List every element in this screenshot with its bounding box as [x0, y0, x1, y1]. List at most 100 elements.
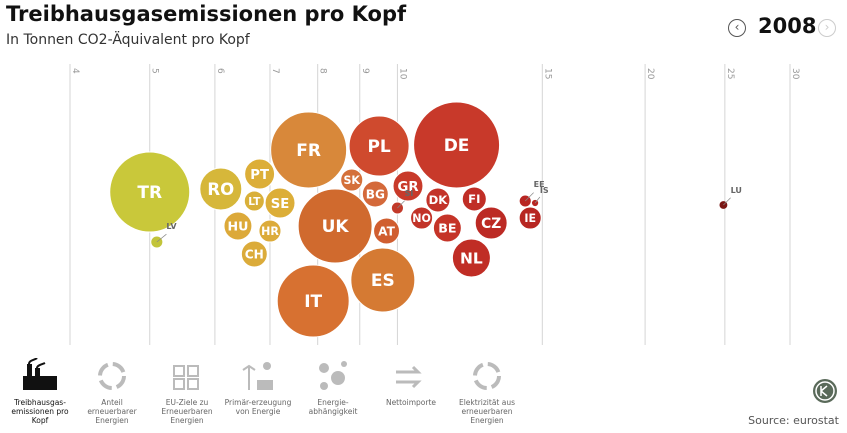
- tab-label: Nettoimporte: [385, 398, 437, 407]
- bubble: [413, 101, 501, 189]
- tab[interactable]: Energie-abhängigkeit: [297, 358, 369, 416]
- tab-label: Energie-abhängigkeit: [308, 398, 358, 416]
- bubble: [276, 264, 350, 338]
- bubble-label: CH: [245, 247, 264, 261]
- bubble-label: GR: [397, 180, 418, 195]
- tab[interactable]: Anteil erneuerbarer Energien: [76, 358, 148, 425]
- bubble-label: SK: [343, 174, 360, 187]
- bubble-label: LT: [248, 196, 261, 208]
- x-tick-label: 8: [318, 68, 328, 74]
- year: 2008: [758, 14, 817, 38]
- bubble-label: IT: [304, 292, 322, 312]
- bubble: [474, 206, 508, 240]
- bubble-label: AT: [378, 224, 395, 238]
- bubble: [410, 206, 434, 230]
- prev-year[interactable]: ‹: [728, 19, 746, 37]
- bubble: [432, 213, 462, 243]
- x-tick-label: 30: [790, 68, 800, 80]
- next-year[interactable]: ›: [818, 19, 836, 37]
- bubble: [243, 190, 265, 212]
- bubble-label: BG: [366, 187, 385, 201]
- bubble: [258, 219, 282, 243]
- bubble-label: ES: [371, 271, 395, 291]
- bubble-label: DK: [429, 193, 449, 207]
- bubble: [373, 217, 401, 245]
- bubble-label: FI: [468, 192, 480, 206]
- tab[interactable]: Treibhausgas-emissionen pro Kopf: [4, 358, 76, 425]
- leader-line: [156, 233, 167, 243]
- tab-icon: [319, 361, 347, 390]
- x-tick-label: 25: [725, 68, 735, 79]
- x-tick-label: 15: [542, 68, 552, 79]
- bubble: [361, 180, 389, 208]
- bubble-label: EE: [534, 180, 545, 189]
- bubble-label: IS: [540, 186, 549, 195]
- bubble: [199, 167, 243, 211]
- tab-label: Treibhausgas-emissionen pro Kopf: [11, 398, 69, 425]
- source: Source: eurostat: [748, 414, 839, 427]
- bubble-label: NL: [460, 250, 483, 268]
- bubble-label: BE: [438, 221, 456, 236]
- bubble-label: CZ: [481, 216, 501, 232]
- bubble-label: LU: [731, 186, 742, 195]
- chart-title: Treibhausgasemissionen pro Kopf: [6, 2, 407, 26]
- tab[interactable]: Elektrizität aus erneuerbaren Energien: [451, 358, 523, 425]
- bubble-label: SE: [271, 197, 290, 212]
- bubble: [223, 211, 253, 241]
- leader-line: [397, 200, 405, 209]
- tab-icon: [98, 362, 126, 390]
- bubble: [244, 158, 276, 190]
- bubble: [425, 187, 451, 213]
- tab[interactable]: Nettoimporte: [375, 358, 447, 407]
- bubble: [240, 240, 268, 268]
- bubble-label: PL: [367, 137, 390, 157]
- chart-subtitle: In Tonnen CO2-Äquivalent pro Kopf: [6, 32, 250, 48]
- tab[interactable]: Primär-erzeugung von Energie: [222, 358, 294, 416]
- bubble-label: LV: [166, 222, 177, 231]
- bubble-label: HU: [227, 219, 248, 234]
- bubble-label: SI: [405, 189, 414, 198]
- tab-label: Primär-erzeugung von Energie: [224, 398, 292, 416]
- tab-label: EU-Ziele zu Erneuerbaren Energien: [161, 398, 213, 425]
- chart: 4 5 6 7 8 9 10 15 20 25 30 TR LV RO PT LT SE HU HR CH FR SK PL…: [69, 64, 800, 345]
- bubble: [270, 111, 348, 189]
- x-tick-label: 20: [645, 68, 655, 80]
- logo[interactable]: [812, 378, 838, 404]
- tab[interactable]: EU-Ziele zu Erneuerbaren Energien: [151, 358, 223, 425]
- bubble-label: UK: [322, 217, 350, 237]
- bubble: [518, 206, 542, 230]
- tab-icon: [242, 362, 273, 390]
- bubble: [350, 247, 416, 313]
- bubble: [264, 187, 296, 219]
- bubble: [340, 168, 364, 192]
- leader-line: [524, 192, 534, 202]
- bubble: [451, 238, 491, 278]
- tab-icon: [396, 365, 422, 389]
- bubble-label: IE: [524, 212, 536, 225]
- bubble: [392, 170, 424, 202]
- leader-line: [723, 197, 731, 206]
- tab-label: Anteil erneuerbarer Energien: [87, 398, 137, 425]
- bubble-label: RO: [207, 180, 234, 199]
- x-tick-label: 7: [270, 68, 280, 74]
- x-tick-label: 9: [360, 68, 370, 74]
- leader-line: [534, 196, 541, 204]
- bubble: [297, 188, 373, 264]
- tab-icon: [173, 365, 199, 390]
- x-tick-label: 6: [215, 68, 225, 74]
- bubble-label: HR: [261, 225, 279, 238]
- bubble-label: NO: [412, 212, 431, 225]
- bubble-label: PT: [250, 168, 269, 183]
- tab-label: Elektrizität aus erneuerbaren Energien: [458, 398, 516, 425]
- bubble-label: TR: [137, 183, 162, 203]
- bubble: [109, 151, 191, 233]
- x-tick-label: 5: [150, 68, 160, 74]
- bubble: [461, 186, 487, 212]
- x-tick-label: 10: [397, 68, 407, 80]
- tab-icon: [23, 358, 57, 390]
- bubble-label: DE: [444, 136, 470, 156]
- bubble: [348, 115, 410, 177]
- tab-icon: [473, 362, 501, 390]
- x-tick-label: 4: [70, 68, 80, 74]
